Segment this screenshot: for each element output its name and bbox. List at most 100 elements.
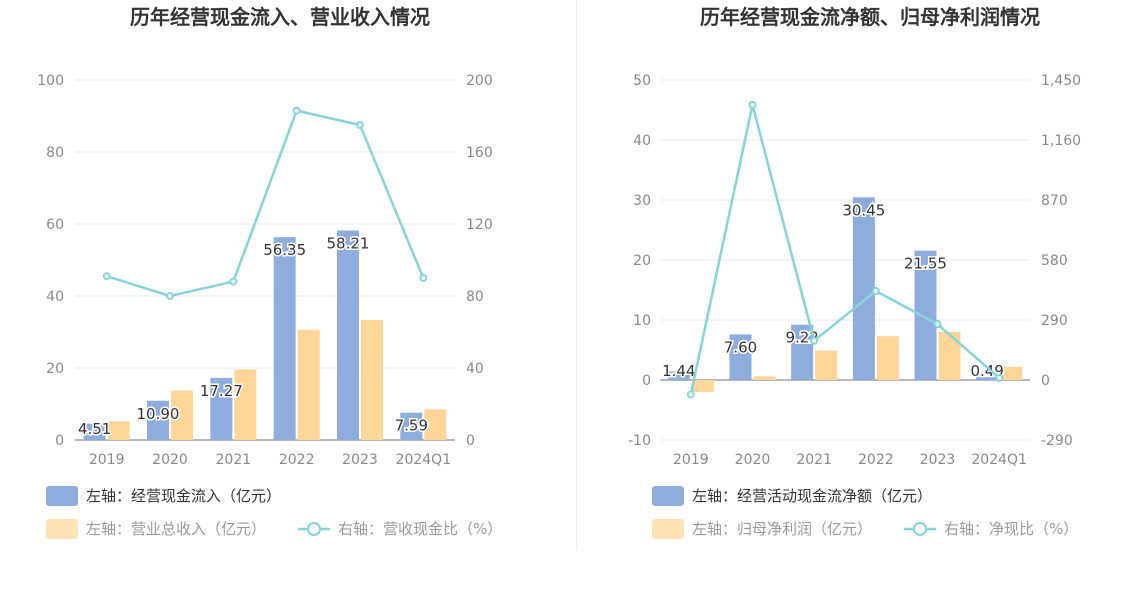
left-tick-label: 80 <box>46 145 64 161</box>
legend-label-primary: 左轴：经营现金流入（亿元） <box>86 487 281 505</box>
ratio-point <box>686 390 695 399</box>
ratio-point <box>166 292 174 300</box>
bar-secondary <box>691 380 714 392</box>
x-tick-label: 2019 <box>673 452 709 468</box>
bar-data-label: 4.51 <box>78 420 111 438</box>
x-tick-label: 2022 <box>858 452 894 468</box>
x-tick-label: 2021 <box>216 452 252 468</box>
x-tick-label: 2024Q1 <box>971 452 1027 468</box>
bar-data-label: 10.90 <box>137 405 180 423</box>
ratio-point <box>995 373 1004 382</box>
right-tick-label: 290 <box>1041 313 1068 329</box>
bar-primary <box>852 197 875 380</box>
ratio-point <box>102 272 111 281</box>
right-tick-label: 580 <box>1041 253 1068 269</box>
bar-secondary <box>107 421 130 440</box>
bar-primary <box>914 250 937 380</box>
bar-primary <box>667 371 690 380</box>
right-tick-label: 1,160 <box>1041 133 1081 149</box>
x-tick-label: 2021 <box>796 452 832 468</box>
bar-primary <box>210 377 233 440</box>
bar-primary <box>83 423 106 440</box>
right-tick-label: 120 <box>466 217 493 233</box>
bar-secondary <box>297 329 320 440</box>
ratio-point <box>871 287 880 296</box>
legend-label-line: 右轴：营收现金比（%） <box>338 520 502 538</box>
ratio-point <box>292 106 301 115</box>
x-tick-label: 2019 <box>89 452 125 468</box>
legend-swatch-secondary <box>46 519 78 539</box>
left-tick-label: 60 <box>46 217 64 233</box>
bar-secondary <box>753 376 776 380</box>
bar-secondary <box>361 320 383 440</box>
bar-secondary <box>234 369 257 440</box>
left-tick-label: 40 <box>633 133 651 149</box>
legend-swatch-primary <box>46 486 78 506</box>
x-tick-label: 2023 <box>920 452 956 468</box>
bar-data-label: 21.55 <box>904 255 947 273</box>
left-tick-label: 0 <box>642 373 651 389</box>
left-tick-label: -10 <box>628 433 651 449</box>
bar-primary <box>729 334 752 380</box>
bar-primary <box>976 377 999 380</box>
x-tick-label: 2024Q1 <box>396 452 452 468</box>
bar-data-label: 58.21 <box>327 234 370 252</box>
ratio-point <box>229 277 238 286</box>
right-tick-label: 80 <box>466 289 484 305</box>
x-tick-label: 2020 <box>735 452 771 468</box>
bar-primary <box>337 230 359 440</box>
ratio-line <box>689 104 1000 395</box>
bar-secondary <box>171 390 193 440</box>
ratio-point <box>810 336 819 345</box>
x-tick-label: 2023 <box>342 452 378 468</box>
bar-secondary <box>876 336 899 380</box>
ratio-point <box>748 100 757 109</box>
bar-data-label: 7.59 <box>395 417 428 435</box>
chart-title: 历年经营现金流净额、归母净利润情况 <box>700 5 1040 29</box>
bar-data-label: 7.60 <box>724 338 757 356</box>
legend-label-secondary: 左轴：归母净利润（亿元） <box>692 520 872 538</box>
legend-label-primary: 左轴：经营活动现金流净额（亿元） <box>692 487 932 505</box>
bar-primary <box>147 400 169 440</box>
ratio-point <box>419 274 428 282</box>
ratio-line <box>106 109 425 298</box>
right-tick-label: -290 <box>1041 433 1073 449</box>
left-tick-label: 30 <box>633 193 651 209</box>
x-tick-label: 2020 <box>152 452 188 468</box>
right-tick-label: 160 <box>466 145 493 161</box>
bar-data-label: 30.45 <box>842 201 885 219</box>
right-tick-label: 200 <box>466 73 493 89</box>
bar-primary <box>273 237 296 440</box>
x-tick-label: 2022 <box>279 452 315 468</box>
right-tick-label: 40 <box>466 361 484 377</box>
legend-swatch-primary <box>652 486 684 506</box>
legend-label-secondary: 左轴：营业总收入（亿元） <box>86 520 266 538</box>
bar-data-label: 1.44 <box>662 362 695 380</box>
bar-primary <box>400 412 423 440</box>
bar-secondary <box>424 409 447 440</box>
panel-divider <box>576 0 577 550</box>
bar-secondary <box>815 350 838 380</box>
left-tick-label: 10 <box>633 313 651 329</box>
bar-secondary <box>1000 366 1023 380</box>
ratio-point <box>933 320 942 329</box>
bar-secondary <box>938 332 961 380</box>
chart-title: 历年经营现金流入、营业收入情况 <box>130 5 430 29</box>
right-tick-label: 0 <box>1041 373 1050 389</box>
right-tick-label: 1,450 <box>1041 73 1081 89</box>
left-tick-label: 20 <box>46 361 64 377</box>
legend-point-icon <box>307 522 321 536</box>
left-tick-label: 20 <box>633 253 651 269</box>
left-tick-label: 0 <box>55 433 64 449</box>
left-tick-label: 50 <box>633 73 651 89</box>
legend-label-line: 右轴：净现比（%） <box>944 520 1078 538</box>
legend-point-icon <box>913 522 927 536</box>
ratio-point <box>356 121 364 129</box>
bar-data-label: 56.35 <box>263 241 306 259</box>
left-tick-label: 40 <box>46 289 64 305</box>
left-tick-label: 100 <box>37 73 64 89</box>
bar-data-label: 17.27 <box>200 382 243 400</box>
right-tick-label: 0 <box>466 433 475 449</box>
right-tick-label: 870 <box>1041 193 1068 209</box>
